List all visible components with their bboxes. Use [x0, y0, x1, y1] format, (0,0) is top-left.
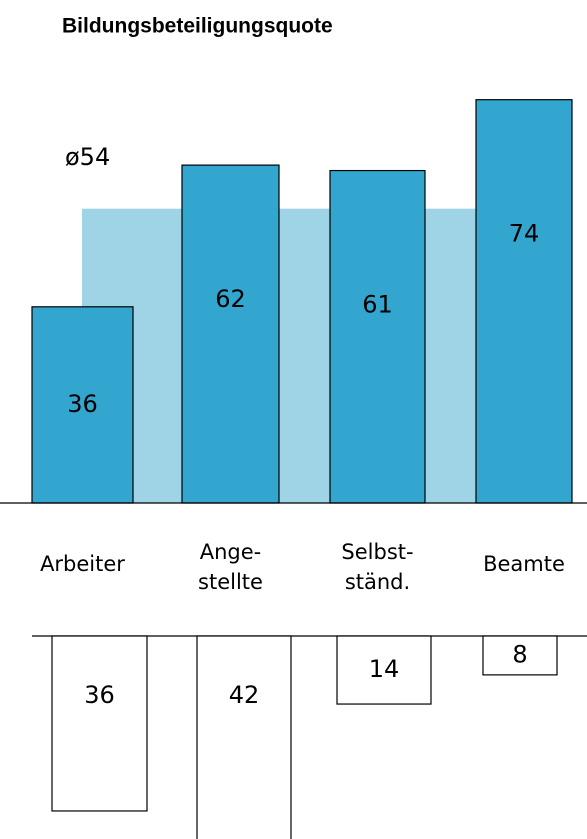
lower-bar-label: 14: [369, 655, 400, 683]
category-line: stellte: [198, 570, 263, 594]
category-line: Arbeiter: [40, 552, 125, 576]
category-label: Selbst-ständ.: [341, 540, 413, 594]
bar-label: 62: [215, 285, 246, 313]
lower-bar: [51, 635, 148, 812]
bar-label: 74: [509, 220, 540, 248]
bar: [181, 164, 280, 504]
category-line: Beamte: [483, 552, 565, 576]
bar: [329, 169, 426, 504]
average-label: ø54: [65, 143, 110, 171]
bar: [31, 306, 134, 504]
category-line: Selbst-: [341, 540, 413, 564]
lower-bar-label: 36: [84, 681, 115, 709]
lower-bar-label: 42: [229, 681, 260, 709]
lower-bar: [336, 635, 432, 705]
lower-bar: [196, 635, 292, 839]
bar-label: 61: [362, 291, 393, 319]
chart-title: Bildungsbeteiligungsquote: [62, 15, 333, 38]
category-label: Ange-stellte: [198, 540, 263, 594]
lower-bar: [482, 635, 558, 676]
category-label: Arbeiter: [40, 552, 125, 576]
lower-bar-label: 8: [512, 640, 527, 668]
bar: [475, 99, 573, 504]
bar-label: 36: [67, 390, 98, 418]
category-label: Beamte: [483, 552, 565, 576]
category-line: ständ.: [345, 570, 410, 594]
category-line: Ange-: [200, 540, 262, 564]
